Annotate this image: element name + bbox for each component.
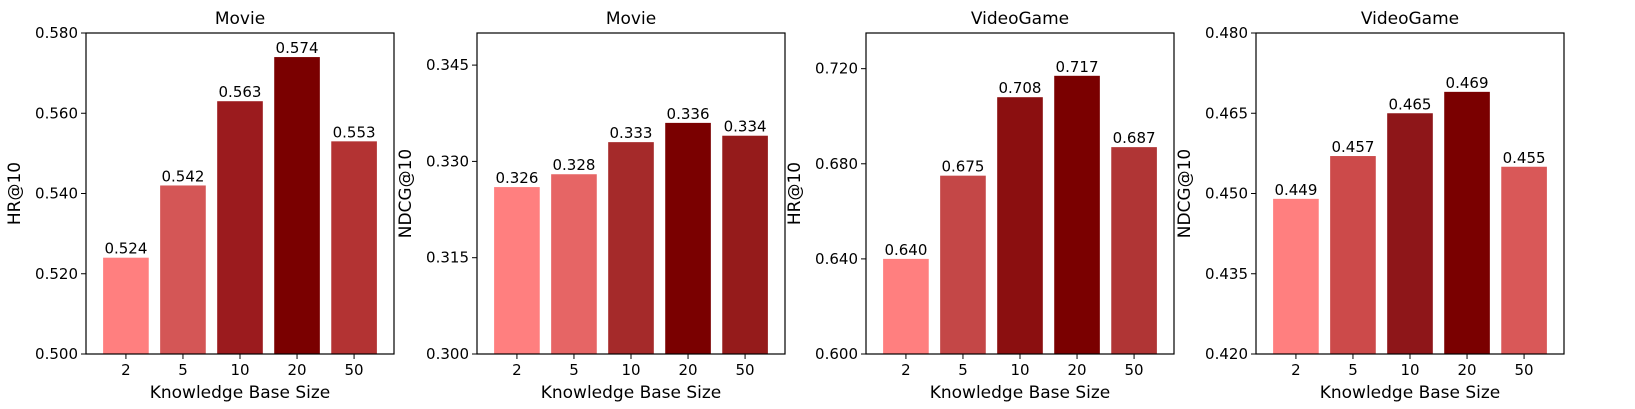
x-tick-label: 2 <box>512 361 522 379</box>
data-label: 0.455 <box>1503 149 1546 167</box>
x-tick-label: 20 <box>287 361 306 379</box>
y-axis-label: NDCG@10 <box>1175 149 1195 238</box>
y-tick-label: 0.580 <box>35 24 78 42</box>
y-tick-label: 0.720 <box>815 60 858 78</box>
data-label: 0.675 <box>941 158 984 176</box>
x-tick-label: 5 <box>178 361 188 379</box>
bar-5 <box>1330 156 1376 354</box>
bar-10 <box>608 142 654 354</box>
subplot-2: 0.326 2 0.328 5 0.333 10 0.336 20 0.334 50 0.300 0.… <box>396 9 786 403</box>
x-axis-label: Knowledge Base Size <box>150 383 331 403</box>
x-tick-label: 5 <box>1348 361 1358 379</box>
x-tick-label: 20 <box>678 361 697 379</box>
bar-2 <box>103 257 149 354</box>
chart-title: Movie <box>215 9 265 29</box>
bar-50 <box>1501 166 1547 354</box>
plot-frame <box>865 32 1175 355</box>
y-axis-label: HR@10 <box>785 162 805 225</box>
bar-20 <box>665 122 711 354</box>
bar-5 <box>160 185 206 354</box>
x-tick-label: 50 <box>1515 361 1534 379</box>
data-label: 0.687 <box>1113 129 1156 147</box>
bar-10 <box>1387 113 1433 354</box>
y-tick-label: 0.345 <box>426 56 469 74</box>
subplot-1: 0.524 2 0.542 5 0.563 10 0.574 20 0.553 50 0.500 0.… <box>5 9 395 403</box>
data-label: 0.542 <box>161 167 204 185</box>
y-tick-label: 0.435 <box>1205 265 1248 283</box>
data-label: 0.574 <box>276 39 319 57</box>
data-label: 0.708 <box>999 79 1042 97</box>
data-label: 0.640 <box>884 241 927 259</box>
x-axis-label: Knowledge Base Size <box>541 383 722 403</box>
bar-2 <box>494 187 540 354</box>
data-label: 0.449 <box>1274 181 1317 199</box>
y-tick-label: 0.420 <box>1205 345 1248 363</box>
y-tick-label: 0.520 <box>35 265 78 283</box>
x-tick-label: 5 <box>569 361 579 379</box>
y-axis-label: HR@10 <box>5 162 25 225</box>
x-tick-label: 5 <box>958 361 968 379</box>
x-tick-label: 20 <box>1067 361 1086 379</box>
chart-title: VideoGame <box>971 9 1069 29</box>
y-tick-label: 0.500 <box>35 345 78 363</box>
plot-frame <box>85 32 395 355</box>
bar-20 <box>1054 75 1100 355</box>
data-label: 0.457 <box>1331 138 1374 156</box>
y-axis-label: NDCG@10 <box>396 149 416 238</box>
y-tick-label: 0.640 <box>815 250 858 268</box>
x-tick-label: 50 <box>1125 361 1144 379</box>
y-tick-label: 0.540 <box>35 185 78 203</box>
bar-10 <box>997 97 1043 354</box>
y-tick-label: 0.480 <box>1205 24 1248 42</box>
bar-50 <box>331 141 377 354</box>
x-tick-label: 10 <box>1010 361 1029 379</box>
data-label: 0.334 <box>724 118 767 136</box>
plot-frame <box>1255 32 1565 355</box>
y-tick-label: 0.680 <box>815 155 858 173</box>
x-tick-label: 2 <box>1291 361 1301 379</box>
bar-20 <box>1444 91 1490 354</box>
bar-2 <box>883 258 929 354</box>
bar-10 <box>217 101 263 355</box>
plot-frame <box>476 32 786 355</box>
x-tick-label: 2 <box>901 361 911 379</box>
data-label: 0.469 <box>1446 74 1489 92</box>
data-label: 0.328 <box>552 156 595 174</box>
data-label: 0.465 <box>1389 95 1432 113</box>
x-tick-label: 2 <box>121 361 131 379</box>
data-label: 0.524 <box>104 240 147 258</box>
bar-50 <box>1111 147 1157 354</box>
y-tick-label: 0.560 <box>35 104 78 122</box>
x-axis-label: Knowledge Base Size <box>930 383 1111 403</box>
data-label: 0.336 <box>667 105 710 123</box>
y-tick-label: 0.600 <box>815 345 858 363</box>
bar-2 <box>1273 198 1319 354</box>
x-tick-label: 10 <box>230 361 249 379</box>
chart-title: VideoGame <box>1361 9 1459 29</box>
data-label: 0.333 <box>610 124 653 142</box>
y-tick-label: 0.465 <box>1205 104 1248 122</box>
x-tick-label: 50 <box>736 361 755 379</box>
x-tick-label: 50 <box>345 361 364 379</box>
y-tick-label: 0.315 <box>426 249 469 267</box>
bar-5 <box>940 175 986 354</box>
subplot-3: 0.640 2 0.675 5 0.708 10 0.717 20 0.687 50 0.600 0.… <box>785 9 1175 403</box>
y-tick-label: 0.330 <box>426 152 469 170</box>
bar-20 <box>274 57 320 354</box>
y-tick-label: 0.450 <box>1205 185 1248 203</box>
data-label: 0.717 <box>1056 58 1099 76</box>
data-label: 0.326 <box>495 169 538 187</box>
subplot-4: 0.449 2 0.457 5 0.465 10 0.469 20 0.455 50 0.420 0.… <box>1175 9 1565 403</box>
y-tick-label: 0.300 <box>426 345 469 363</box>
data-label: 0.563 <box>219 83 262 101</box>
x-tick-label: 20 <box>1457 361 1476 379</box>
chart-title: Movie <box>606 9 656 29</box>
data-label: 0.553 <box>333 123 376 141</box>
x-tick-label: 10 <box>1400 361 1419 379</box>
bar-50 <box>722 135 768 354</box>
x-axis-label: Knowledge Base Size <box>1320 383 1501 403</box>
bar-5 <box>551 174 597 354</box>
x-tick-label: 10 <box>621 361 640 379</box>
